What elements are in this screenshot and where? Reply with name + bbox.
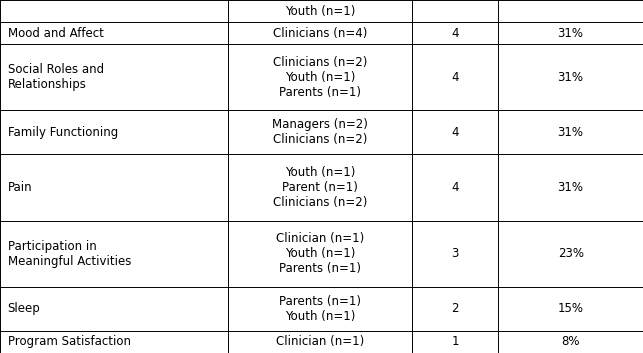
Text: 3: 3: [451, 247, 458, 260]
Text: 31%: 31%: [557, 26, 584, 40]
Text: 1: 1: [451, 335, 458, 348]
Text: Pain: Pain: [8, 181, 32, 194]
Text: 4: 4: [451, 126, 458, 139]
Text: Managers (n=2)
Clinicians (n=2): Managers (n=2) Clinicians (n=2): [272, 118, 368, 146]
Text: Social Roles and
Relationships: Social Roles and Relationships: [8, 63, 104, 91]
Text: Participation in
Meaningful Activities: Participation in Meaningful Activities: [8, 240, 131, 268]
Text: Family Functioning: Family Functioning: [8, 126, 118, 139]
Text: Clinician (n=1)
Youth (n=1)
Parents (n=1): Clinician (n=1) Youth (n=1) Parents (n=1…: [276, 232, 364, 275]
Text: 23%: 23%: [557, 247, 584, 260]
Text: Clinicians (n=2)
Youth (n=1)
Parents (n=1): Clinicians (n=2) Youth (n=1) Parents (n=…: [273, 56, 367, 99]
Text: Clinicians (n=4): Clinicians (n=4): [273, 26, 367, 40]
Text: 4: 4: [451, 71, 458, 84]
Text: 8%: 8%: [561, 335, 580, 348]
Text: Sleep: Sleep: [8, 303, 41, 315]
Text: Parents (n=1)
Youth (n=1): Parents (n=1) Youth (n=1): [279, 295, 361, 323]
Text: 31%: 31%: [557, 126, 584, 139]
Text: Youth (n=1)
Parent (n=1)
Clinicians (n=2): Youth (n=1) Parent (n=1) Clinicians (n=2…: [273, 166, 367, 209]
Text: Program Satisfaction: Program Satisfaction: [8, 335, 131, 348]
Text: 2: 2: [451, 303, 458, 315]
Text: Youth (n=1): Youth (n=1): [285, 5, 355, 18]
Text: Mood and Affect: Mood and Affect: [8, 26, 104, 40]
Text: 31%: 31%: [557, 71, 584, 84]
Text: 4: 4: [451, 181, 458, 194]
Text: 15%: 15%: [557, 303, 584, 315]
Text: 4: 4: [451, 26, 458, 40]
Text: Clinician (n=1): Clinician (n=1): [276, 335, 364, 348]
Text: 31%: 31%: [557, 181, 584, 194]
